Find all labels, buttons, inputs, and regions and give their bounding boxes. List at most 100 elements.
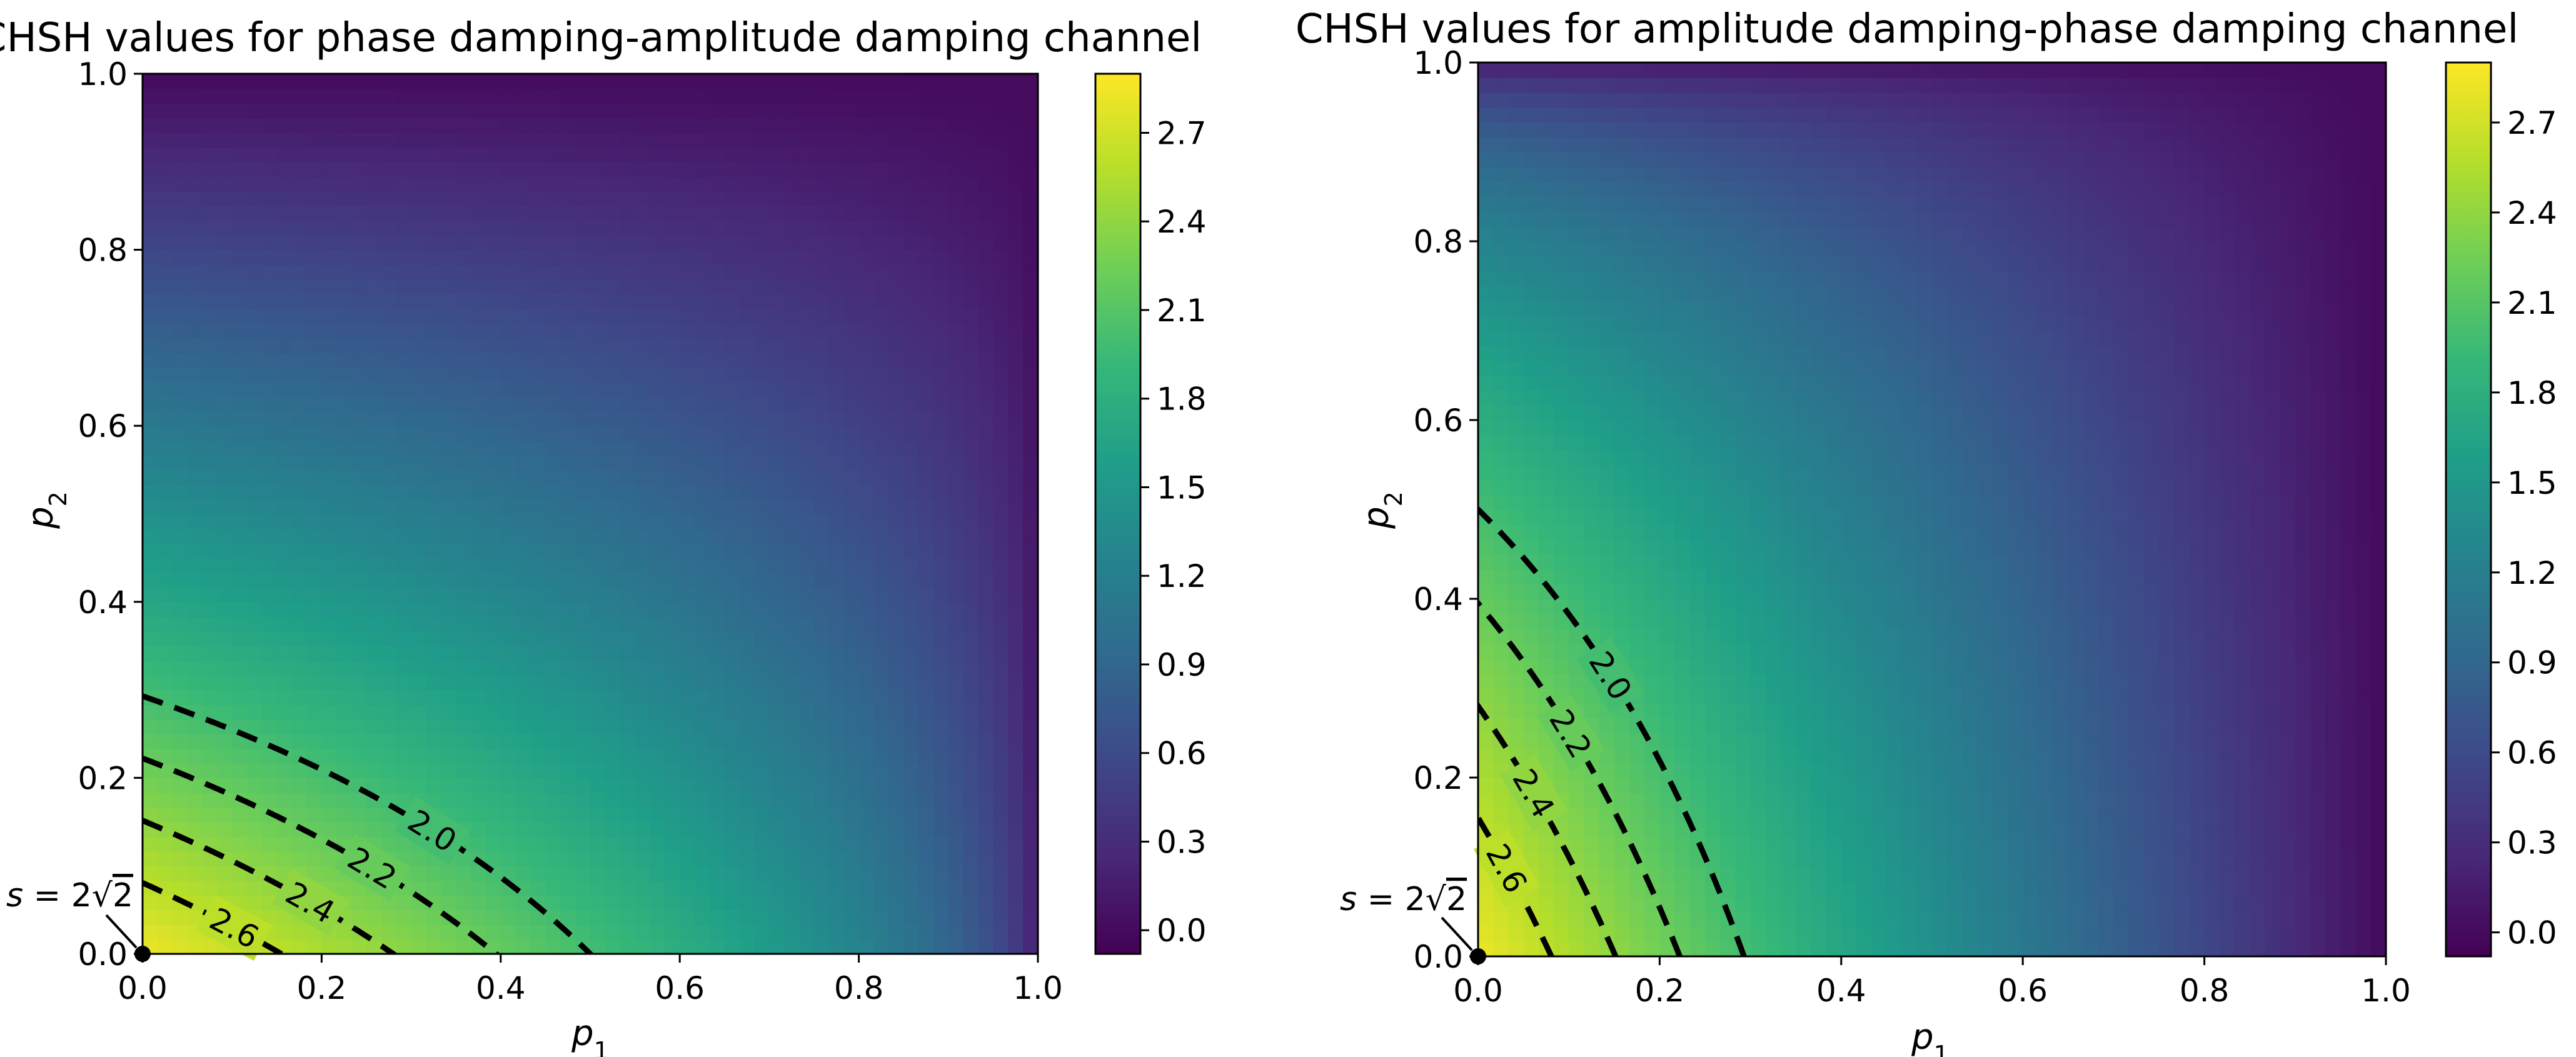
heatmap-cell xyxy=(993,206,1009,221)
heatmap-cell xyxy=(843,514,860,529)
heatmap-cell xyxy=(366,778,382,793)
heatmap-cell xyxy=(993,704,1009,720)
heatmap-cell xyxy=(1508,360,1524,376)
heatmap-cell xyxy=(187,381,203,398)
heatmap-cell xyxy=(695,367,710,383)
heatmap-cell xyxy=(202,308,218,324)
heatmap-cell xyxy=(1720,211,1736,228)
heatmap-cell xyxy=(1008,763,1024,779)
heatmap-cell xyxy=(873,514,890,529)
heatmap-cell xyxy=(500,323,516,339)
heatmap-cell xyxy=(754,704,770,720)
heatmap-cell xyxy=(769,895,785,911)
heatmap-cell xyxy=(784,543,800,559)
heatmap-cell xyxy=(948,484,964,500)
heatmap-cell xyxy=(1705,122,1721,138)
heatmap-cell xyxy=(843,367,860,383)
heatmap-cell xyxy=(680,558,695,573)
heatmap-cell xyxy=(1781,211,1797,228)
heatmap-cell xyxy=(321,294,338,309)
heatmap-cell xyxy=(1008,352,1024,368)
heatmap-cell xyxy=(709,499,725,514)
heatmap-cell xyxy=(381,558,397,573)
heatmap-cell xyxy=(1493,464,1509,481)
heatmap-cell xyxy=(1023,308,1038,324)
heatmap-cell xyxy=(1599,405,1615,421)
heatmap-cell xyxy=(1023,924,1038,940)
heatmap-cell xyxy=(530,924,546,940)
heatmap-cell xyxy=(276,426,293,441)
heatmap-cell xyxy=(695,411,710,427)
heatmap-cell xyxy=(456,74,471,89)
heatmap-cell xyxy=(963,836,979,852)
heatmap-cell xyxy=(1569,479,1585,496)
heatmap-cell xyxy=(515,704,531,720)
heatmap-cell xyxy=(1781,316,1797,331)
heatmap-cell xyxy=(1538,449,1554,466)
heatmap-cell xyxy=(456,660,471,676)
heatmap-cell xyxy=(948,176,964,192)
heatmap-cell xyxy=(709,601,725,618)
heatmap-cell xyxy=(665,118,681,133)
heatmap-cell xyxy=(471,161,486,178)
heatmap-cell xyxy=(605,514,621,529)
heatmap-cell xyxy=(978,616,994,632)
heatmap-cell xyxy=(172,323,188,339)
heatmap-cell xyxy=(261,484,278,500)
heatmap-cell xyxy=(321,484,338,500)
heatmap-cell xyxy=(172,880,188,896)
heatmap-cell xyxy=(828,176,845,192)
heatmap-cell xyxy=(1493,181,1509,198)
heatmap-cell xyxy=(1750,584,1766,599)
heatmap-cell xyxy=(172,572,188,588)
heatmap-cell xyxy=(858,631,875,647)
heatmap-cell xyxy=(1538,375,1554,391)
heatmap-cell xyxy=(202,528,218,544)
heatmap-cell xyxy=(411,631,427,647)
heatmap-cell xyxy=(441,220,457,236)
heatmap-cell xyxy=(485,778,501,793)
heatmap-cell xyxy=(739,866,755,881)
heatmap-cell xyxy=(978,191,994,207)
heatmap-cell xyxy=(1720,941,1736,956)
heatmap-cell xyxy=(620,220,636,236)
heatmap-cell xyxy=(545,411,561,427)
heatmap-cell xyxy=(828,675,845,691)
heatmap-cell xyxy=(754,895,770,911)
heatmap-cell xyxy=(306,719,323,734)
heatmap-cell xyxy=(157,147,173,163)
heatmap-cell xyxy=(843,866,860,881)
heatmap-cell xyxy=(963,572,979,588)
heatmap-cell xyxy=(1796,941,1812,956)
heatmap-cell xyxy=(993,778,1009,793)
heatmap-cell xyxy=(978,895,994,911)
heatmap-cell xyxy=(530,323,546,339)
heatmap-cell xyxy=(1569,390,1585,406)
heatmap-cell xyxy=(1614,837,1630,853)
heatmap-cell xyxy=(843,308,860,324)
y-axis: 0.00.20.40.60.81.0 xyxy=(78,56,143,973)
heatmap-cell xyxy=(1781,599,1797,614)
heatmap-cell xyxy=(665,235,681,251)
heatmap-cell xyxy=(291,88,308,104)
heatmap-cell xyxy=(1538,658,1554,674)
heatmap-cell xyxy=(471,660,486,676)
heatmap-cell xyxy=(814,675,830,691)
heatmap-cell xyxy=(1644,852,1661,868)
heatmap-cell xyxy=(1569,911,1585,928)
heatmap-cell xyxy=(605,924,621,940)
heatmap-cell xyxy=(321,646,338,661)
heatmap-cell xyxy=(336,118,353,133)
heatmap-cell xyxy=(143,308,158,324)
heatmap-cell xyxy=(739,88,755,104)
heatmap-cell xyxy=(232,821,248,838)
heatmap-cell xyxy=(202,103,218,119)
heatmap-cell xyxy=(709,763,725,779)
heatmap-cell xyxy=(1584,405,1600,421)
heatmap-cell xyxy=(261,572,278,588)
heatmap-cell xyxy=(515,191,531,207)
heatmap-cell xyxy=(276,689,293,705)
heatmap-cell xyxy=(1705,137,1721,153)
heatmap-cell xyxy=(1493,137,1509,153)
heatmap-cell xyxy=(1569,241,1585,257)
